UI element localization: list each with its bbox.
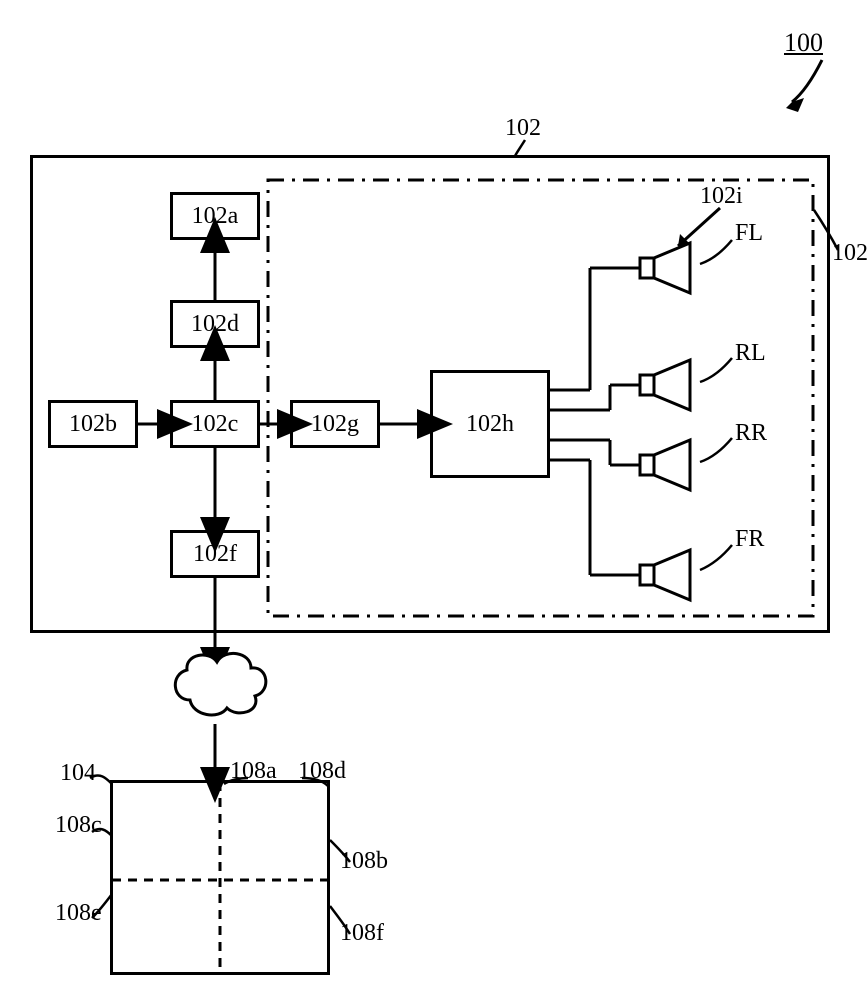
- svg-layer: [0, 0, 867, 1000]
- lead-108b: [330, 840, 350, 862]
- lead-108f: [330, 906, 350, 934]
- lead-108a: [224, 778, 248, 784]
- diagram-canvas: 100 102 102a 102d 102b 102c 102g 102h 10…: [0, 0, 867, 1000]
- speaker-FL-icon: [640, 243, 690, 293]
- dashdot-102e: [268, 180, 813, 616]
- lead-108e: [92, 894, 112, 918]
- cloud-106: [175, 653, 266, 715]
- arrow-100: [792, 60, 822, 102]
- speaker-RR-icon: [640, 440, 690, 490]
- speaker-FR-icon: [640, 550, 690, 600]
- lead-102: [515, 140, 525, 156]
- lead-108c: [92, 829, 112, 836]
- lead-104: [90, 776, 112, 784]
- speaker-RL-icon: [640, 360, 690, 410]
- lead-108d: [302, 778, 328, 786]
- lead-102e: [814, 210, 838, 250]
